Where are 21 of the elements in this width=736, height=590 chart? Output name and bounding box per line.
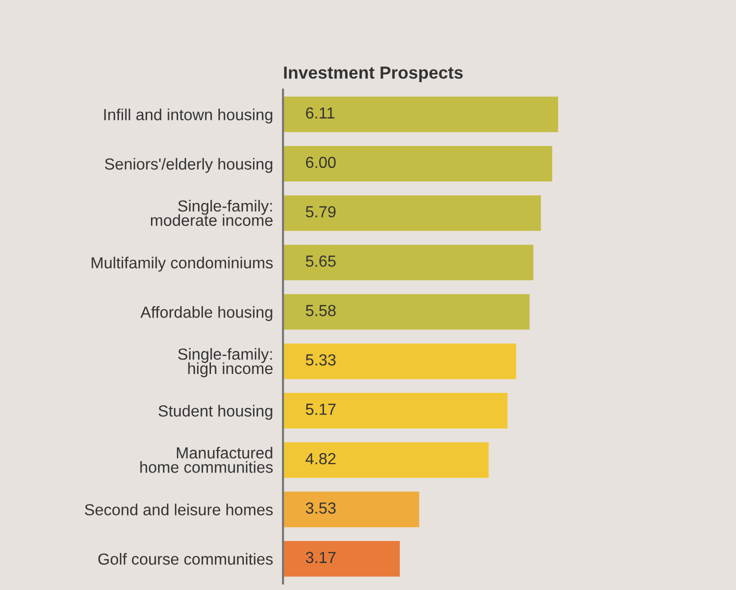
data-label: 6.00 xyxy=(306,156,336,168)
data-label: 5.65 xyxy=(306,256,336,267)
data-label: 3.17 xyxy=(306,552,336,564)
y-tick-label: Student housing xyxy=(158,404,272,420)
data-label: 5.58 xyxy=(306,304,336,316)
y-tick-label: Multifamily condominiums xyxy=(92,256,273,272)
y-tick-label: Infill and intown housing xyxy=(104,108,272,124)
chart-title: Investment Prospects xyxy=(284,66,463,82)
y-tick-label: Affordable housing xyxy=(140,306,272,322)
data-label: 5.17 xyxy=(306,404,336,415)
data-label: 5.33 xyxy=(306,354,336,366)
data-label: 6.11 xyxy=(306,107,334,119)
data-label: 5.79 xyxy=(306,206,336,218)
y-tick-label: Single-family: high income xyxy=(178,348,273,378)
y-tick-label: Single-family: moderate income xyxy=(150,200,273,226)
y-tick-label: Golf course communities xyxy=(98,553,273,565)
y-tick-label: Manufactured home communities xyxy=(140,446,273,473)
y-tick-label: Seniors'/elderly housing xyxy=(104,158,272,173)
data-label: 4.82 xyxy=(306,453,336,464)
data-label: 3.53 xyxy=(306,502,336,514)
y-tick-label: Second and leisure homes xyxy=(84,504,273,516)
